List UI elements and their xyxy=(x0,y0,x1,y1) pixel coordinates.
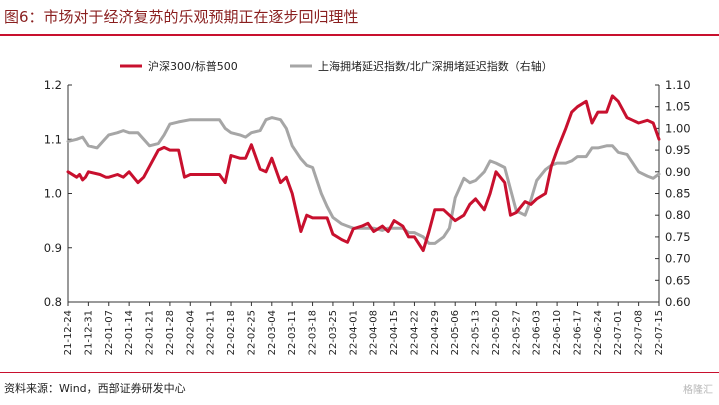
x-tick-label: 22-03-25 xyxy=(328,310,339,355)
source-note: 资料来源：Wind，西部证券研发中心 xyxy=(4,382,186,395)
x-tick-label: 22-03-11 xyxy=(287,310,298,355)
x-tick-label: 21-12-24 xyxy=(63,310,74,355)
y-right-tick-label: 0.75 xyxy=(665,230,691,244)
x-tick-label: 22-07-01 xyxy=(613,310,624,355)
y-right-tick-label: 0.60 xyxy=(665,295,691,309)
x-tick-label: 22-05-20 xyxy=(491,310,502,355)
x-tick-label: 22-04-29 xyxy=(430,310,441,355)
x-tick-label: 22-02-04 xyxy=(185,310,196,355)
title-divider xyxy=(0,34,719,36)
x-tick-label: 22-06-03 xyxy=(532,310,543,355)
legend-label: 沪深300/标普500 xyxy=(148,59,238,73)
y-right-tick-label: 0.80 xyxy=(665,208,691,222)
y-right-tick-label: 0.65 xyxy=(665,273,691,287)
x-tick-label: 22-05-13 xyxy=(471,310,482,355)
y-right-tick-label: 0.85 xyxy=(665,187,691,201)
x-tick-label: 22-05-06 xyxy=(450,310,461,355)
y-left-tick-label: 1.0 xyxy=(44,187,62,201)
y-right-tick-label: 1.05 xyxy=(665,100,691,114)
x-tick-label: 22-04-15 xyxy=(389,310,400,355)
series-line-congestion-index xyxy=(66,116,661,245)
x-tick-label: 22-01-21 xyxy=(145,310,156,355)
y-left-tick-label: 0.9 xyxy=(44,241,62,255)
x-tick-label: 22-03-18 xyxy=(308,310,319,355)
legend-label: 上海拥堵延迟指数/北广深拥堵延迟指数（右轴） xyxy=(318,59,553,73)
x-tick-label: 22-06-17 xyxy=(572,310,583,355)
x-tick-label: 22-04-22 xyxy=(409,310,420,355)
x-tick-label: 22-01-14 xyxy=(124,310,135,355)
x-tick-label: 22-07-08 xyxy=(634,310,645,355)
x-tick-label: 22-03-04 xyxy=(267,310,278,355)
x-tick-label: 22-01-28 xyxy=(165,310,176,355)
x-tick-label: 22-06-10 xyxy=(552,310,563,355)
y-left-tick-label: 1.2 xyxy=(44,78,62,92)
watermark-logo: 格隆汇 xyxy=(683,385,713,396)
x-tick-label: 22-07-15 xyxy=(654,310,665,355)
y-right-tick-label: 0.90 xyxy=(665,165,691,179)
y-right-tick-label: 1.10 xyxy=(665,78,691,92)
x-tick-label: 22-04-08 xyxy=(369,310,380,355)
x-tick-label: 22-04-01 xyxy=(348,310,359,355)
x-tick-label: 21-12-31 xyxy=(83,310,94,355)
chart-title: 图6：市场对于经济复苏的乐观预期正在逐步回归理性 xyxy=(4,8,359,26)
x-tick-label: 22-02-18 xyxy=(226,310,237,355)
y-right-tick-label: 1.00 xyxy=(665,121,691,135)
x-tick-label: 22-02-25 xyxy=(246,310,257,355)
x-tick-label: 22-05-27 xyxy=(511,310,522,355)
y-left-tick-label: 1.1 xyxy=(44,132,62,146)
x-tick-label: 22-01-07 xyxy=(104,310,115,355)
footer-divider xyxy=(0,372,719,373)
x-tick-label: 22-02-11 xyxy=(206,310,217,355)
series-line-hs300-sp500 xyxy=(66,94,661,252)
y-right-tick-label: 0.95 xyxy=(665,143,691,157)
y-left-tick-label: 0.8 xyxy=(44,295,62,309)
x-tick-label: 22-06-24 xyxy=(593,310,604,355)
y-right-tick-label: 0.70 xyxy=(665,252,691,266)
